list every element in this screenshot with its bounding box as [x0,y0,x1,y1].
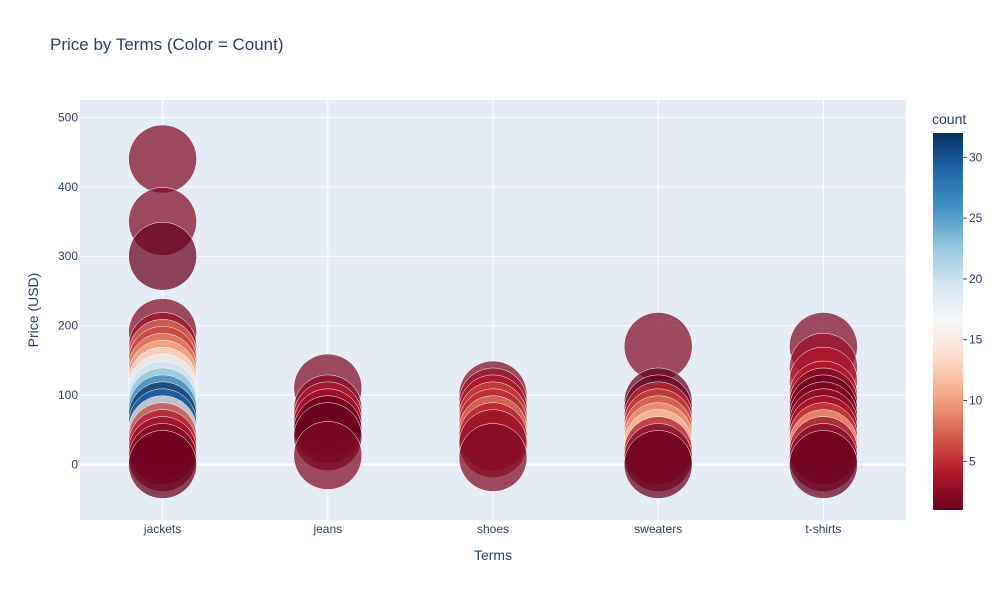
colorbar-tick-label: 10 [969,394,983,408]
y-tick-label: 200 [58,319,78,333]
x-tick-labels: jackets jeans shoes sweaters t-shirts [143,522,841,536]
y-tick-label: 100 [58,388,78,402]
bubble-point [128,124,197,194]
colorbar [933,133,963,510]
y-tick-label: 500 [58,110,78,124]
bubble-point [128,430,197,499]
colorbar-tick-labels: 5 10 15 20 25 30 [963,150,983,468]
colorbar-tick-label: 25 [969,211,983,225]
x-axis-title: Terms [474,547,512,563]
y-tick-label: 400 [58,180,78,194]
bubble-point [128,221,197,291]
bubble-point [458,423,528,492]
colorbar-tick-label: 30 [969,150,983,164]
x-tick-label: t-shirts [805,522,841,536]
colorbar-tick-label: 5 [969,454,976,468]
y-tick-label: 0 [71,457,78,471]
bubble-point [293,421,363,490]
y-axis-title: Price (USD) [25,273,41,348]
x-tick-label: jackets [143,522,181,536]
bubble-point [789,430,858,499]
x-tick-label: sweaters [634,522,682,536]
y-tick-label: 300 [58,249,78,263]
x-tick-label: jeans [312,522,342,536]
y-tick-labels: 0 100 200 300 400 500 [58,110,78,471]
x-tick-label: shoes [477,522,509,536]
colorbar-tick-label: 15 [969,333,983,347]
chart-title: Price by Terms (Color = Count) [50,35,284,54]
colorbar-title: count [932,111,966,127]
bubble-point [623,430,693,499]
colorbar-tick-label: 20 [969,272,983,286]
bubbles [128,124,858,499]
